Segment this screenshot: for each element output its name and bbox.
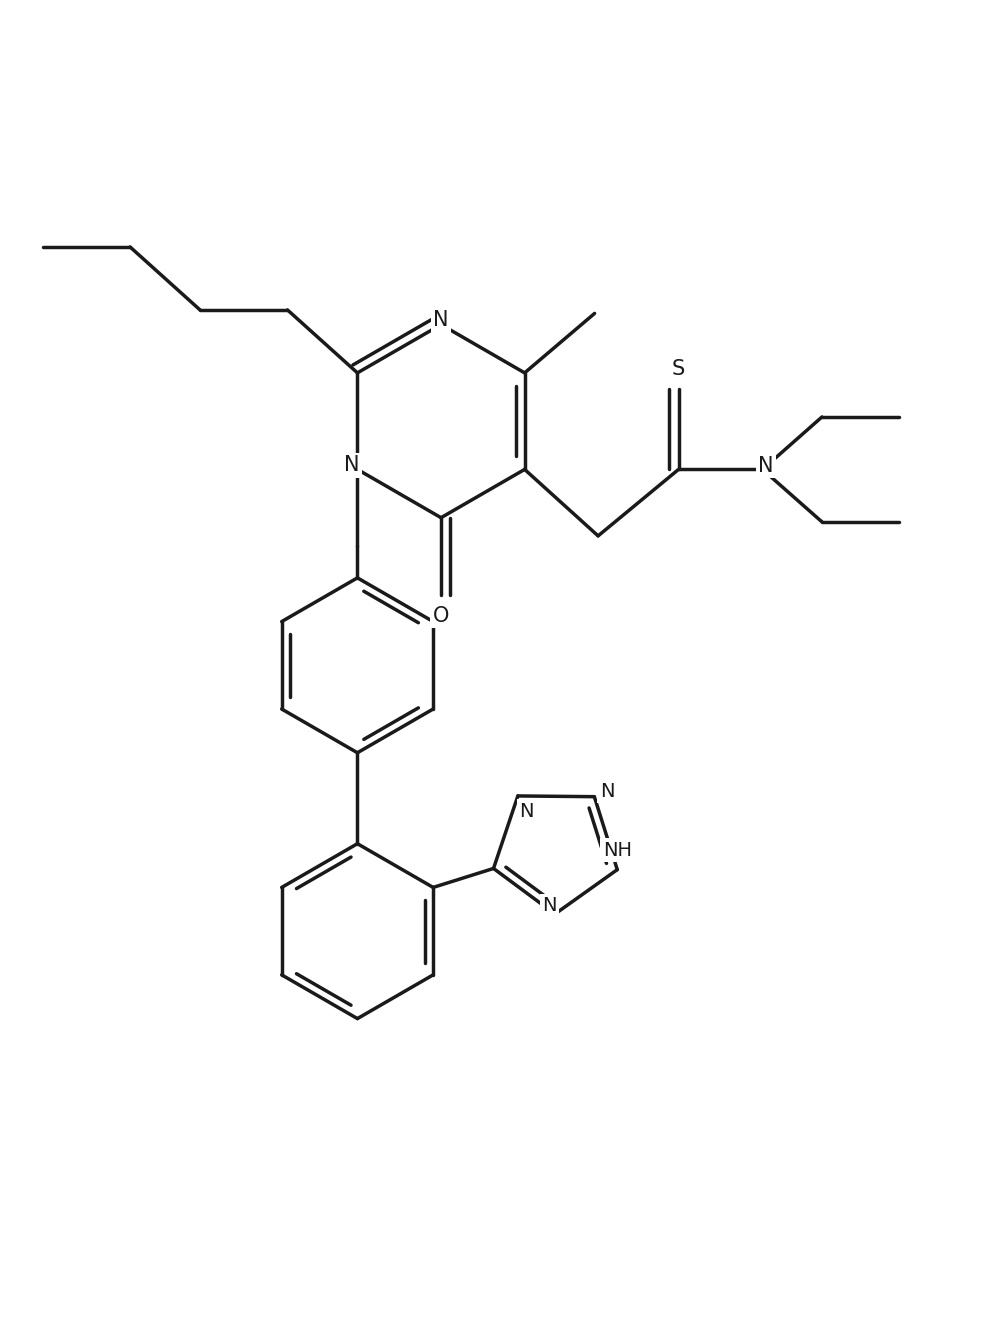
Text: NH: NH [602, 840, 632, 859]
Text: N: N [433, 310, 448, 330]
Text: N: N [599, 782, 614, 801]
Text: N: N [344, 456, 360, 476]
Text: N: N [542, 896, 557, 915]
Text: N: N [519, 802, 534, 821]
Text: S: S [672, 360, 685, 380]
Text: N: N [758, 456, 773, 476]
Text: O: O [432, 606, 449, 626]
